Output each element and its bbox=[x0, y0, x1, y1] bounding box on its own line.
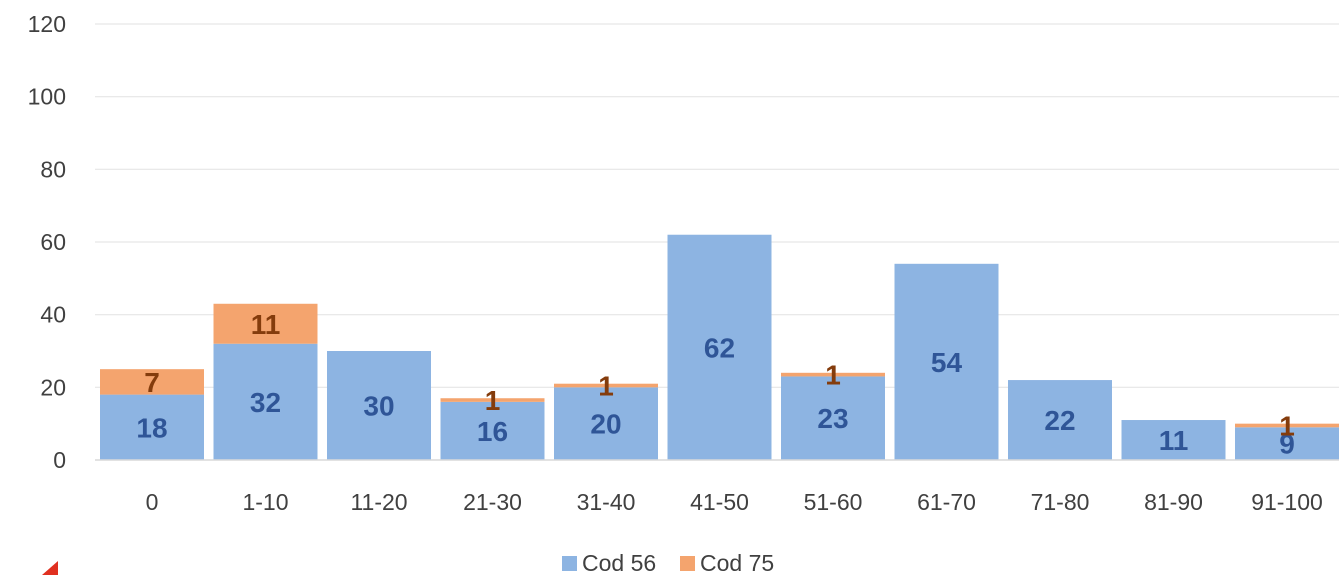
legend-swatch-cod-75 bbox=[680, 556, 695, 571]
bar-cod-75 bbox=[1235, 423, 1339, 428]
data-label-cod-75: 1 bbox=[1279, 410, 1295, 441]
bar-cod-75 bbox=[781, 372, 885, 377]
data-label-cod-75: 1 bbox=[485, 385, 501, 416]
x-tick-label: 41-50 bbox=[690, 489, 749, 515]
x-tick-label: 81-90 bbox=[1144, 489, 1203, 515]
bar-cod-56 bbox=[894, 263, 999, 460]
data-label-cod-56: 62 bbox=[704, 332, 735, 363]
y-tick-label: 100 bbox=[28, 84, 66, 110]
x-tick-label: 51-60 bbox=[804, 489, 863, 515]
data-label-cod-75: 1 bbox=[825, 360, 841, 391]
x-tick-label: 0 bbox=[146, 489, 159, 515]
bar-cod-75 bbox=[213, 303, 318, 344]
bars bbox=[100, 234, 1339, 460]
bar-cod-56 bbox=[667, 234, 772, 460]
y-axis-tick-labels: 0 20 40 60 80 100 120 bbox=[28, 11, 66, 473]
data-label-cod-56: 18 bbox=[136, 412, 167, 443]
data-label-cod-75: 11 bbox=[251, 309, 281, 340]
bar-cod-56 bbox=[213, 343, 318, 460]
y-tick-label: 40 bbox=[40, 302, 66, 328]
data-label-cod-56: 30 bbox=[363, 391, 394, 422]
bar-cod-75 bbox=[554, 383, 658, 388]
bar-cod-56 bbox=[781, 376, 885, 460]
data-label-cod-56: 11 bbox=[1159, 425, 1189, 456]
x-tick-label: 61-70 bbox=[917, 489, 976, 515]
x-tick-label: 91-100 bbox=[1251, 489, 1323, 515]
bar-cod-56 bbox=[440, 401, 545, 460]
data-label-cod-56: 32 bbox=[250, 387, 281, 418]
legend-label-cod-75: Cod 75 bbox=[700, 550, 774, 575]
x-tick-label: 11-20 bbox=[350, 489, 407, 515]
bar-cod-56 bbox=[1121, 420, 1226, 460]
bar-cod-75 bbox=[440, 398, 545, 402]
legend-label-cod-56: Cod 56 bbox=[582, 550, 656, 575]
y-tick-label: 80 bbox=[40, 156, 66, 182]
bar-cod-56 bbox=[327, 351, 431, 460]
x-tick-label: 71-80 bbox=[1031, 489, 1090, 515]
x-tick-label: 21-30 bbox=[463, 489, 522, 515]
y-tick-label: 60 bbox=[40, 229, 66, 255]
data-label-cod-56: 20 bbox=[590, 409, 621, 440]
data-label-cod-56: 9 bbox=[1279, 429, 1295, 460]
bar-cod-75 bbox=[100, 369, 204, 395]
y-tick-label: 0 bbox=[53, 447, 66, 473]
y-tick-label: 20 bbox=[40, 374, 66, 400]
legend: Cod 56 Cod 75 bbox=[562, 550, 774, 575]
x-axis-tick-labels: 0 1-10 11-20 21-30 31-40 41-50 51-60 61-70 71-80… bbox=[146, 489, 1323, 515]
bar-cod-56 bbox=[554, 387, 658, 460]
bar-cod-56 bbox=[100, 394, 204, 460]
data-label-cod-56: 54 bbox=[931, 347, 963, 378]
legend-swatch-cod-56 bbox=[562, 556, 577, 571]
data-label-cod-75: 1 bbox=[598, 371, 614, 402]
corner-marker-icon bbox=[42, 561, 58, 575]
bar-cod-56 bbox=[1008, 380, 1112, 460]
data-label-cod-56: 16 bbox=[477, 416, 508, 447]
data-label-cod-56: 22 bbox=[1044, 405, 1075, 436]
x-tick-label: 31-40 bbox=[577, 489, 636, 515]
data-label-cod-56: 23 bbox=[817, 403, 848, 434]
bar-cod-56 bbox=[1235, 427, 1339, 460]
x-tick-label: 1-10 bbox=[242, 489, 288, 515]
data-label-cod-75: 7 bbox=[144, 367, 160, 398]
y-tick-label: 120 bbox=[28, 11, 66, 37]
